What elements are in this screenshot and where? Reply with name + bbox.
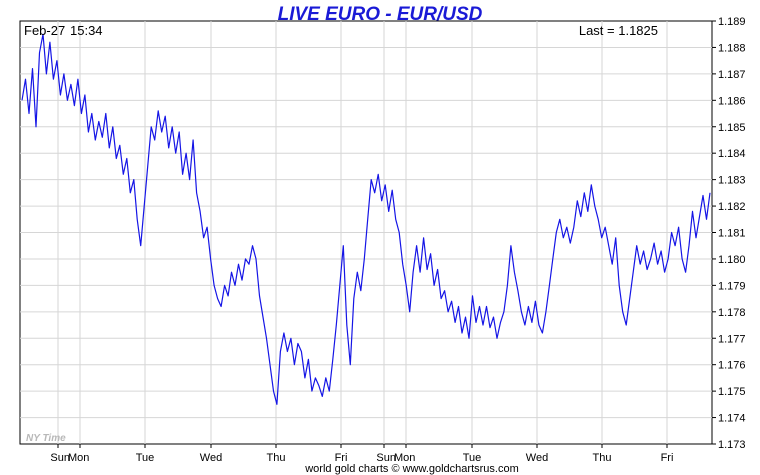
y-axis: 1.189 1.188 1.187 1.186 1.185 1.184 1.183 1.182…: [712, 16, 746, 451]
x-tick-label: Fri: [335, 452, 348, 464]
x-tick-label: Sun: [50, 452, 70, 464]
x-tick-label: Sun: [376, 452, 396, 464]
x-tick-label: Wed: [526, 452, 548, 464]
price-series-line: [21, 33, 711, 405]
y-tick-label: 1.177: [718, 333, 746, 345]
x-tick-label: Tue: [136, 452, 155, 464]
y-tick-label: 1.178: [718, 307, 746, 319]
y-tick-label: 1.175: [718, 386, 746, 398]
y-tick-label: 1.185: [718, 122, 746, 134]
x-tick-label: Mon: [394, 452, 415, 464]
timezone-watermark: NY Time: [26, 433, 66, 444]
x-tick-label: Fri: [661, 452, 674, 464]
x-tick-label: Wed: [200, 452, 222, 464]
y-tick-label: 1.173: [718, 439, 746, 451]
chart-time: 15:34: [70, 23, 103, 38]
y-tick-label: 1.174: [718, 413, 746, 425]
y-tick-label: 1.181: [718, 228, 746, 240]
chart-date: Feb-27: [24, 23, 65, 38]
x-tick-label: Thu: [593, 452, 612, 464]
y-tick-label: 1.179: [718, 280, 746, 292]
y-tick-label: 1.184: [718, 148, 746, 160]
last-price-label: Last = 1.1825: [579, 23, 658, 38]
y-tick-label: 1.186: [718, 95, 746, 107]
x-tick-label: Mon: [68, 452, 89, 464]
y-tick-label: 1.176: [718, 360, 746, 372]
y-tick-label: 1.187: [718, 69, 746, 81]
chart-title: LIVE EURO - EUR/USD: [278, 4, 483, 25]
x-tick-label: Thu: [267, 452, 286, 464]
x-tick-label: Tue: [463, 452, 482, 464]
y-tick-label: 1.183: [718, 175, 746, 187]
y-tick-label: 1.188: [718, 42, 746, 54]
y-tick-label: 1.182: [718, 201, 746, 213]
y-tick-label: 1.180: [718, 254, 746, 266]
footer-credit: world gold charts © www.goldchartsrus.co…: [304, 463, 519, 475]
y-tick-label: 1.189: [718, 16, 746, 28]
